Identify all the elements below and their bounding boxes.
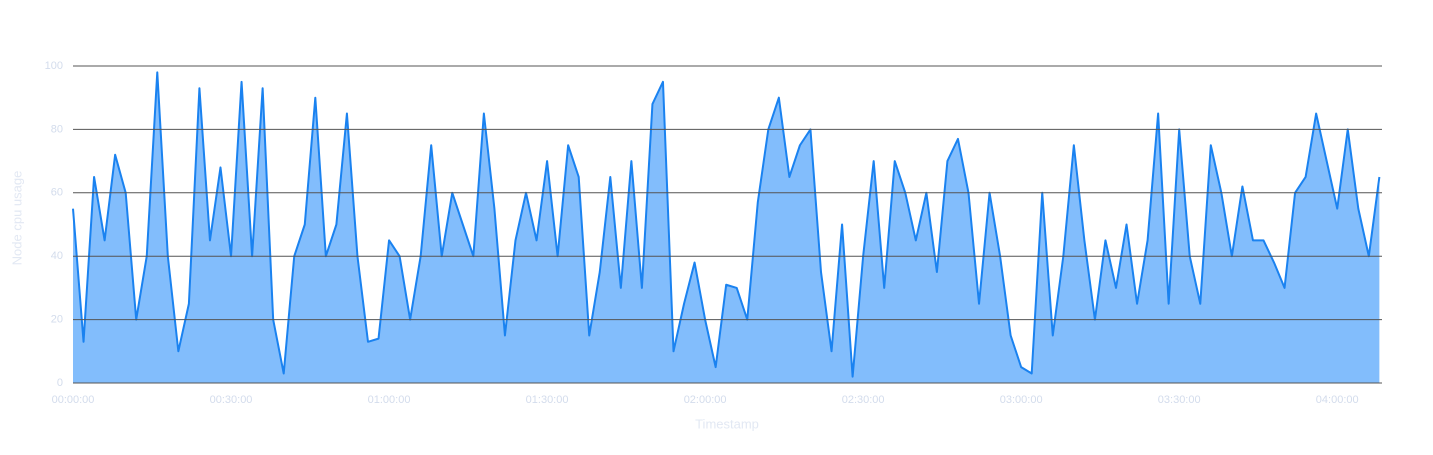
y-tick-label: 80 xyxy=(51,123,63,135)
y-tick-label: 0 xyxy=(57,377,63,389)
area xyxy=(73,72,1380,383)
x-tick-label: 04:00:00 xyxy=(1316,394,1359,406)
y-tick-label: 20 xyxy=(51,314,63,326)
y-tick-label: 100 xyxy=(45,60,63,72)
x-axis-title: Timestamp xyxy=(695,416,759,431)
x-tick-label: 02:00:00 xyxy=(684,394,727,406)
y-axis-title: Node cpu usage xyxy=(9,171,24,266)
y-tick-label: 60 xyxy=(51,187,63,199)
x-tick-label: 01:30:00 xyxy=(526,394,569,406)
x-tick-label: 02:30:00 xyxy=(842,394,885,406)
x-tick-label: 00:30:00 xyxy=(210,394,253,406)
x-tick-label: 03:00:00 xyxy=(1000,394,1043,406)
y-tick-label: 40 xyxy=(51,250,63,262)
x-tick-label: 01:00:00 xyxy=(368,394,411,406)
line xyxy=(72,71,1381,378)
x-tick-label: 00:00:00 xyxy=(52,394,95,406)
x-tick-label: 03:30:00 xyxy=(1158,394,1201,406)
